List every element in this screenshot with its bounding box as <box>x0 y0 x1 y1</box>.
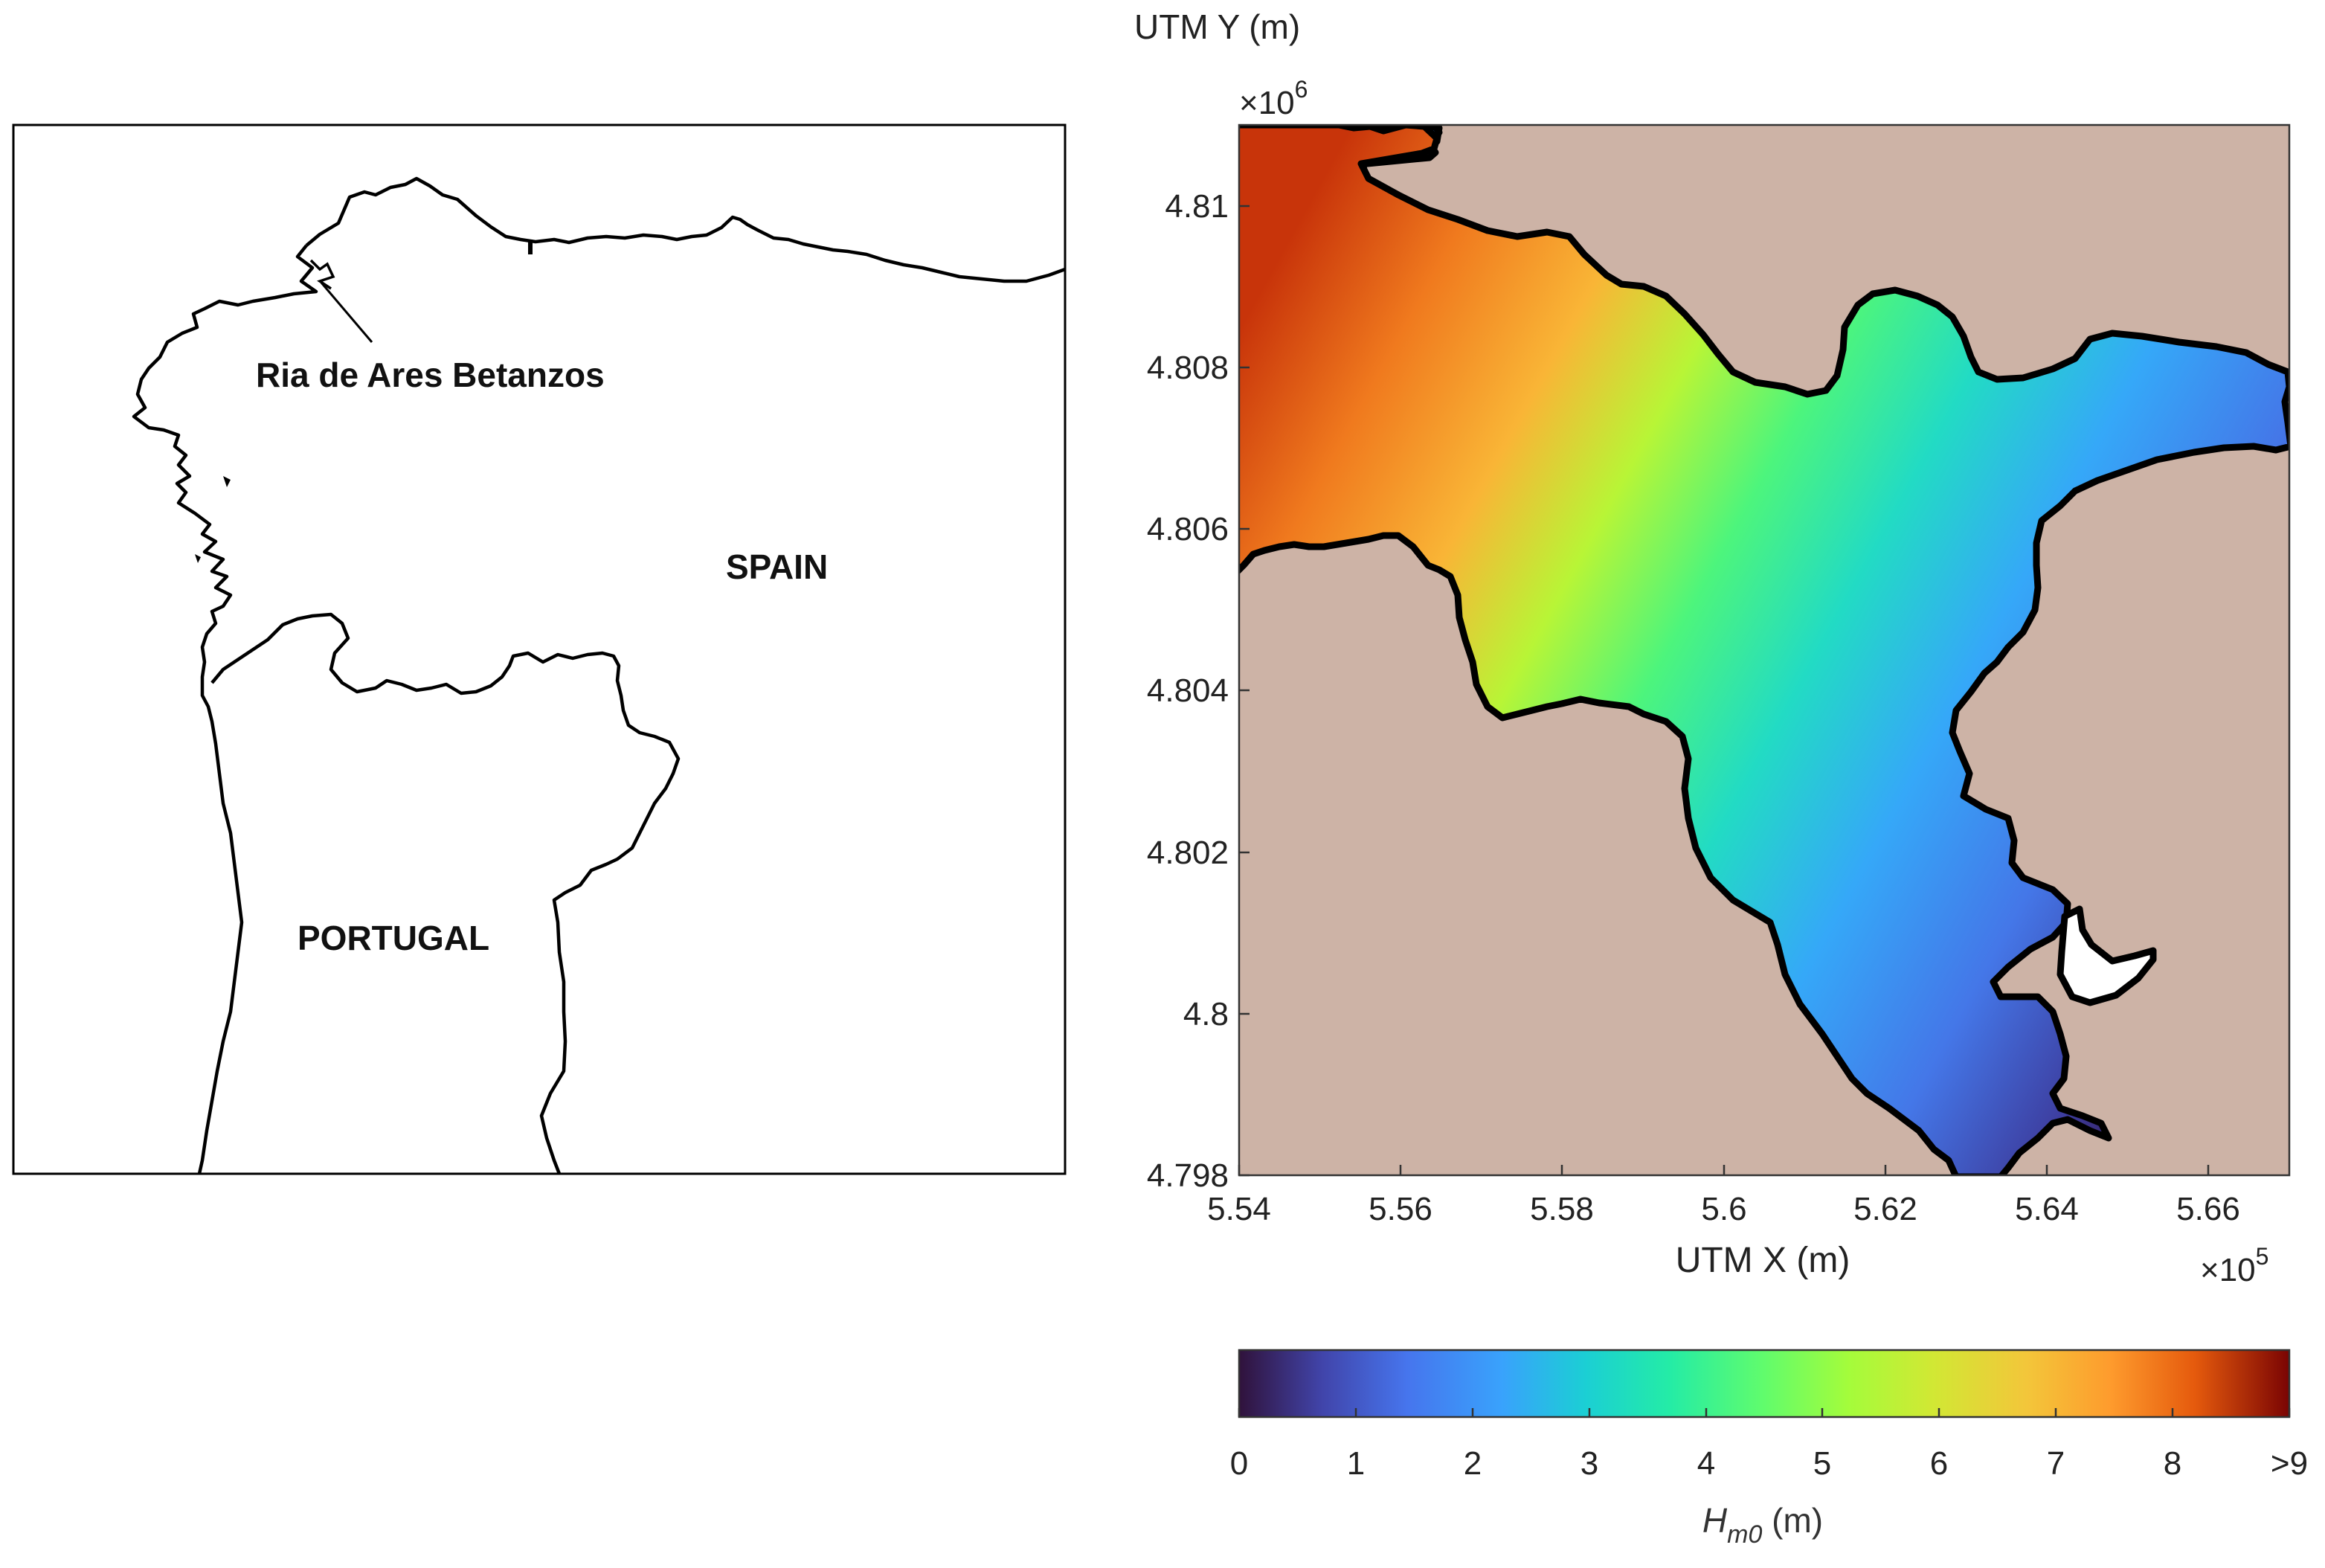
x-tick-label: 5.64 <box>2015 1191 2079 1227</box>
x-exponent: ×105 <box>2200 1243 2268 1288</box>
x-tick-label: 5.66 <box>2176 1191 2240 1227</box>
country-label-spain: SPAIN <box>726 547 828 586</box>
wave-map-axes-frame <box>1238 123 2291 1177</box>
y-tick-label: 4.81 <box>1165 188 1229 225</box>
x-tick-label: 5.6 <box>1701 1191 1746 1227</box>
estuary-water-main <box>1239 125 2289 1175</box>
x-axis-label: UTM X (m) <box>1676 1241 1850 1280</box>
x-tick-label: 5.58 <box>1530 1191 1594 1227</box>
colorbar-tick-label: 1 <box>1347 1445 1365 1482</box>
colorbar-label: Hm0 (m) <box>1702 1501 1823 1549</box>
colorbar: 0 1 2 3 4 5 6 7 8 >9 Hm0 (m) <box>1230 1349 2308 1549</box>
y-tick-label: 4.8 <box>1183 996 1229 1032</box>
y-tick-marks <box>1239 205 1250 1177</box>
annotation-ria-label: Ria de Ares Betanzos <box>256 356 605 394</box>
y-tick-label: 4.808 <box>1147 350 1229 386</box>
colorbar-gradient <box>1238 1349 2291 1418</box>
spain-portugal-border-north <box>210 612 681 1175</box>
west-coastline <box>132 244 318 1175</box>
y-tick-label: 4.802 <box>1147 835 1229 871</box>
y-exponent: ×106 <box>1239 76 1308 121</box>
colorbar-tick-label: 5 <box>1813 1445 1831 1482</box>
x-tick-label: 5.56 <box>1369 1191 1432 1227</box>
location-map: Ria de Ares Betanzos SPAIN PORTUGAL <box>12 123 1067 1175</box>
wave-map: UTM Y (m) ×106 <box>1134 7 2291 1288</box>
colorbar-tick-marks <box>1238 1408 2291 1417</box>
colorbar-tick-label: 7 <box>2047 1445 2065 1482</box>
colorbar-tick-label: 2 <box>1464 1445 1482 1482</box>
island <box>223 476 231 487</box>
country-label-portugal: PORTUGAL <box>298 919 489 957</box>
colorbar-tick-label: 8 <box>2164 1445 2181 1482</box>
y-tick-label: 4.804 <box>1147 672 1229 709</box>
north-coastline <box>305 176 1066 283</box>
colorbar-tick-label: 6 <box>1930 1445 1948 1482</box>
colorbar-tick-label: 0 <box>1230 1445 1248 1482</box>
y-tick-label: 4.806 <box>1147 511 1229 547</box>
inlet-feature <box>2057 905 2157 1006</box>
location-map-frame <box>12 123 1067 1175</box>
y-axis-label: UTM Y (m) <box>1134 7 1300 46</box>
y-tick-label: 4.798 <box>1147 1157 1229 1194</box>
x-tick-marks <box>1238 1165 2210 1175</box>
annotation-pointer <box>320 282 373 343</box>
colorbar-tick-label: 4 <box>1697 1445 1715 1482</box>
colorbar-tick-label: >9 <box>2271 1445 2308 1482</box>
x-tick-label: 5.62 <box>1853 1191 1917 1227</box>
island <box>528 240 533 254</box>
x-tick-label: 5.54 <box>1207 1191 1271 1227</box>
island <box>195 554 201 563</box>
colorbar-tick-label: 3 <box>1580 1445 1598 1482</box>
